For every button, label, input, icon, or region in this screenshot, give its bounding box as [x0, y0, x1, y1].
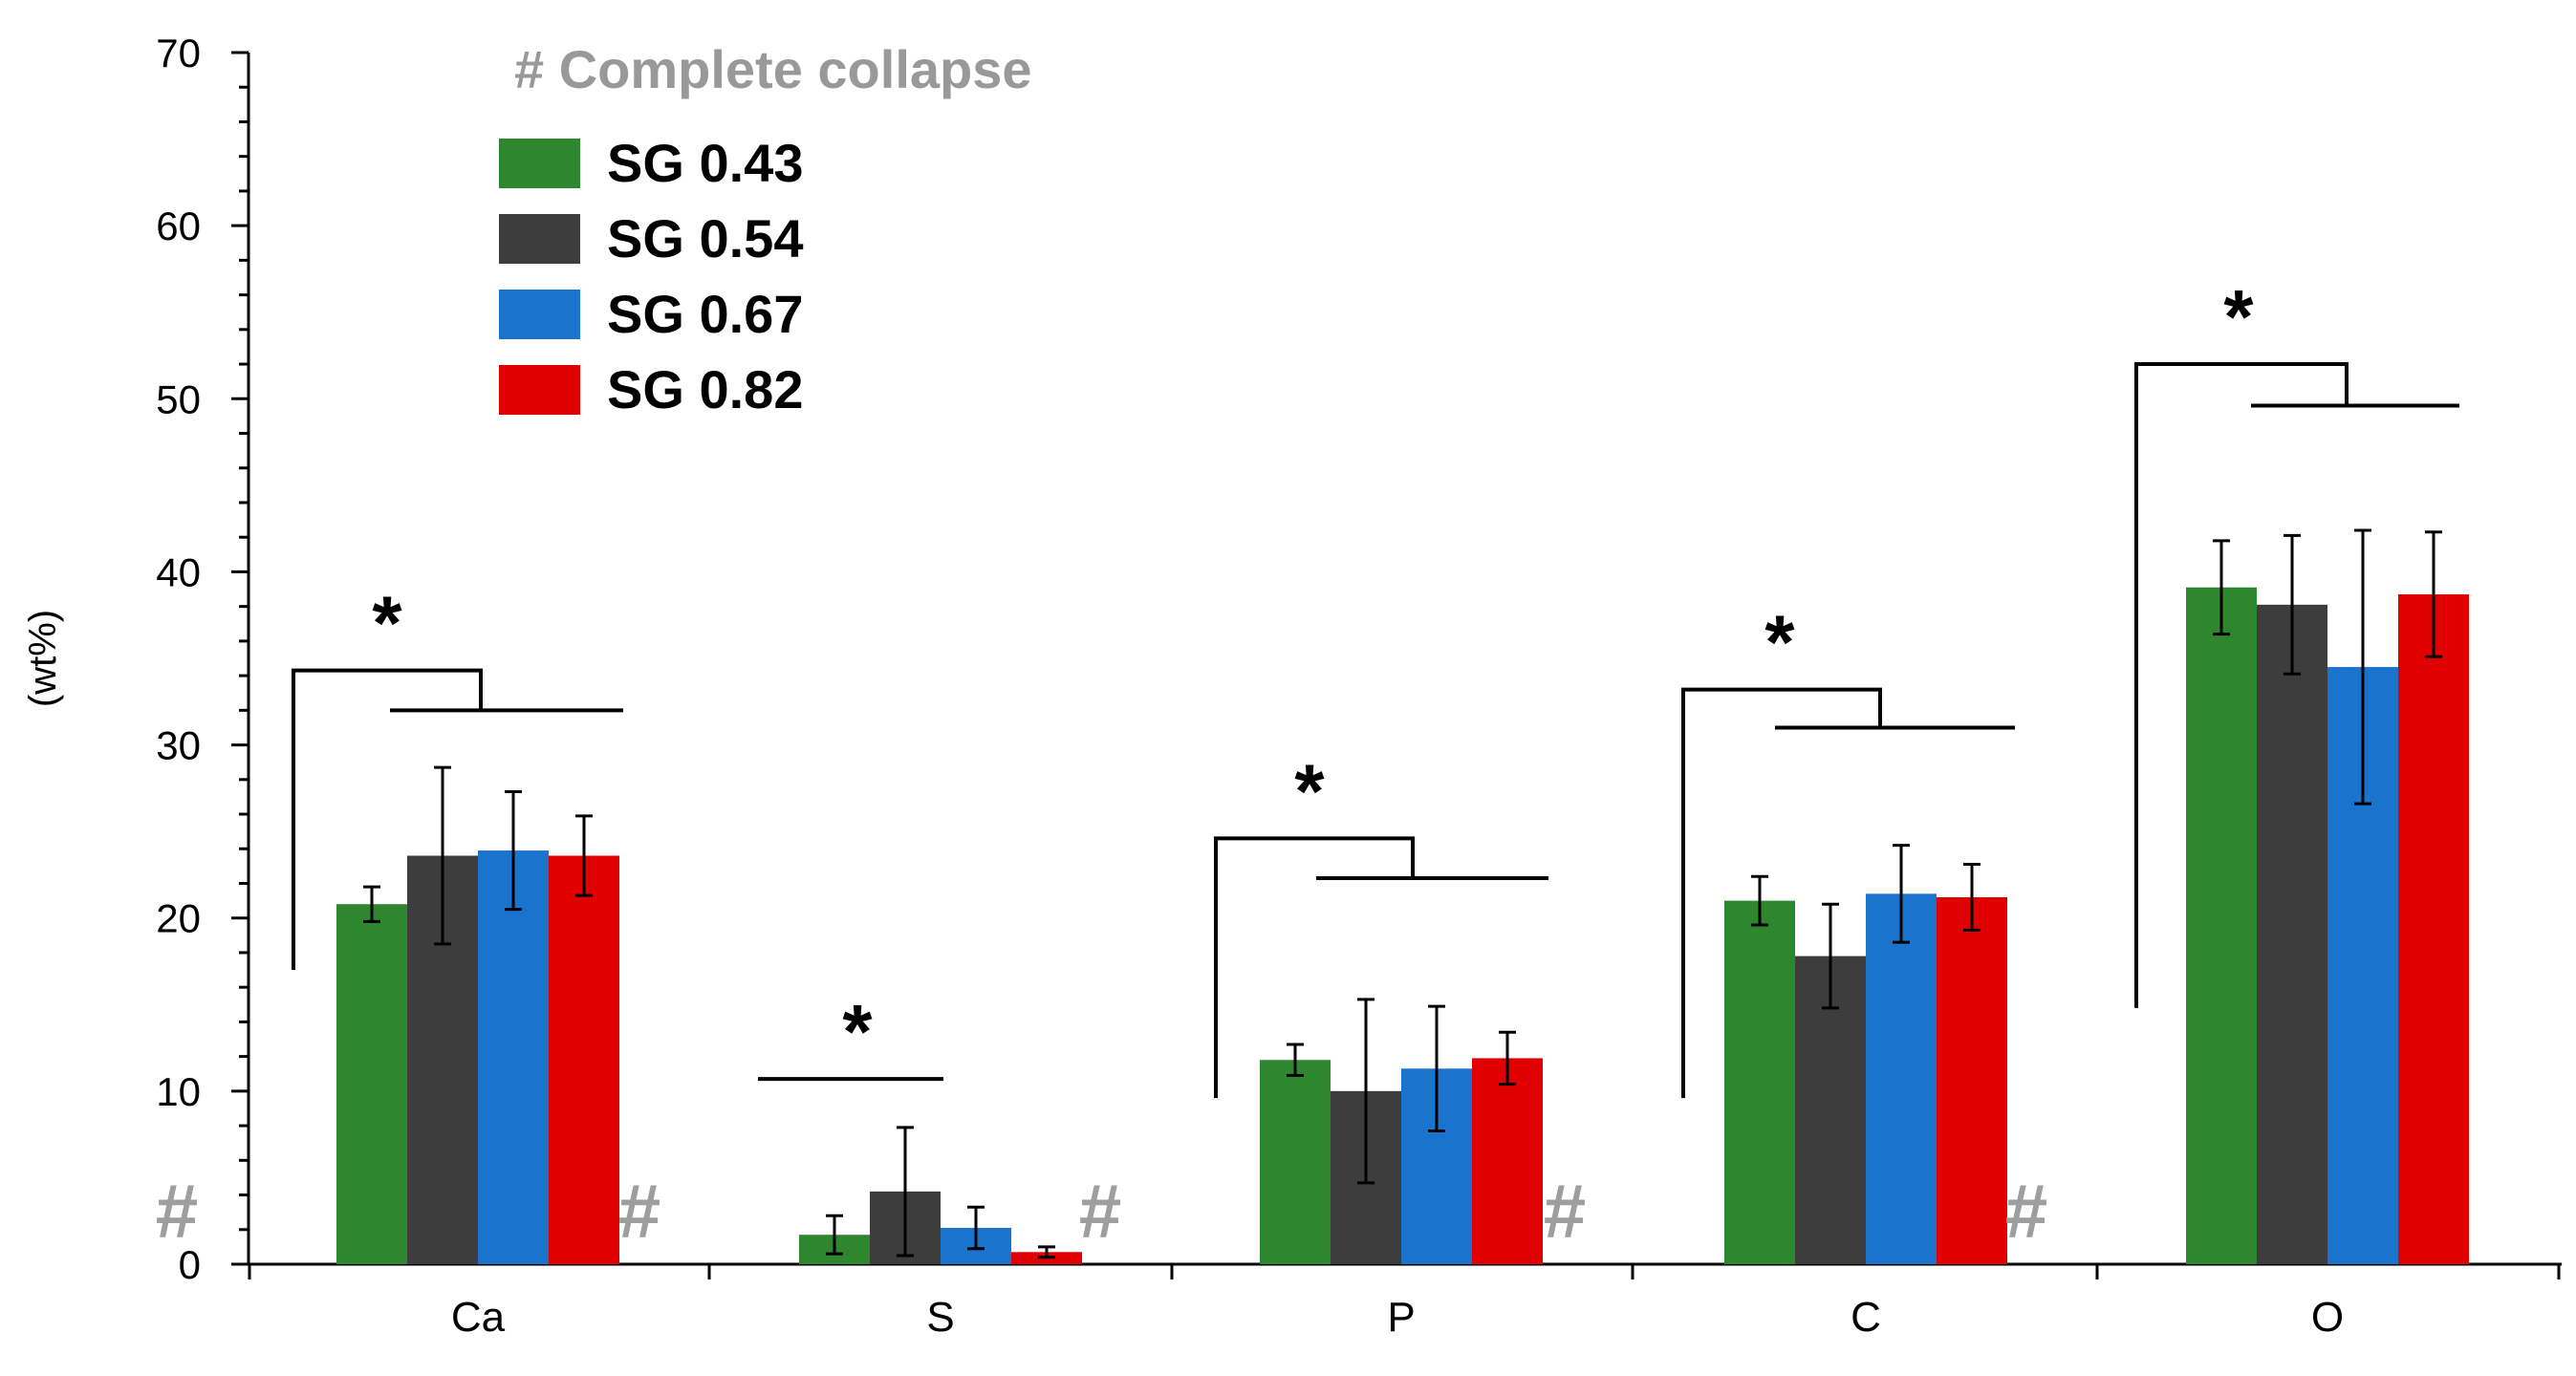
significance-bracket-p: [1214, 836, 1415, 1099]
legend-swatch-sg-0-54: [499, 214, 580, 264]
significance-bracket-c: [1681, 687, 1882, 1099]
legend-label-sg-0-43: SG 0.43: [607, 133, 803, 193]
bar-sg-0-67-c: [1866, 893, 1937, 1264]
y-tick-label: 0: [179, 1242, 201, 1287]
y-tick-label: 20: [156, 896, 201, 941]
collapse-marker-o: #: [2005, 1169, 2048, 1254]
x-category-label-ca: Ca: [451, 1294, 506, 1341]
y-axis-label: (wt%): [22, 610, 64, 707]
x-category-label-s: S: [926, 1294, 954, 1341]
legend-swatch-sg-0-43: [499, 139, 580, 188]
x-category-label-o: O: [2311, 1294, 2344, 1341]
significance-star-ca: *: [372, 581, 402, 666]
bar-sg-0-43-ca: [336, 904, 407, 1264]
y-tick-label: 30: [156, 723, 201, 768]
legend-label-sg-0-67: SG 0.67: [607, 284, 803, 344]
x-category-label-c: C: [1851, 1294, 1881, 1341]
significance-star-o: *: [2223, 274, 2254, 359]
significance-bracket-o: [2134, 362, 2349, 1008]
significance-star-c: *: [1764, 600, 1795, 685]
legend-collapse-note: # Complete collapse: [514, 39, 1032, 99]
significance-star-p: *: [1294, 748, 1325, 833]
bar-sg-0-82-o: [2398, 593, 2469, 1264]
collapse-marker-s: #: [618, 1169, 661, 1254]
y-tick-label: 70: [156, 31, 201, 75]
legend-label-sg-0-54: SG 0.54: [607, 208, 803, 269]
legend-swatch-sg-0-67: [499, 290, 580, 339]
bar-sg-0-82-c: [1937, 896, 2007, 1264]
y-tick-label: 60: [156, 204, 201, 248]
bar-sg-0-82-p: [1472, 1058, 1543, 1264]
significance-bracket-ca: [292, 668, 483, 971]
y-tick-label: 10: [156, 1069, 201, 1114]
legend-swatch-sg-0-82: [499, 365, 580, 415]
bar-sg-0-43-p: [1260, 1060, 1331, 1264]
bar-sg-0-54-o: [2257, 604, 2327, 1264]
significance-star-s: *: [842, 989, 873, 1074]
y-tick-label: 50: [156, 376, 201, 421]
y-tick-label: 40: [156, 549, 201, 594]
bar-sg-0-43-o: [2186, 587, 2257, 1264]
x-category-label-p: P: [1387, 1294, 1415, 1341]
collapse-marker-c: #: [1544, 1169, 1587, 1254]
legend-label-sg-0-82: SG 0.82: [607, 359, 803, 419]
bar-sg-0-67-ca: [478, 850, 549, 1264]
collapse-marker-p: #: [1079, 1169, 1122, 1254]
collapse-marker-ca: #: [156, 1169, 199, 1254]
bar-sg-0-43-c: [1724, 900, 1795, 1264]
bar-sg-0-82-ca: [549, 855, 619, 1264]
